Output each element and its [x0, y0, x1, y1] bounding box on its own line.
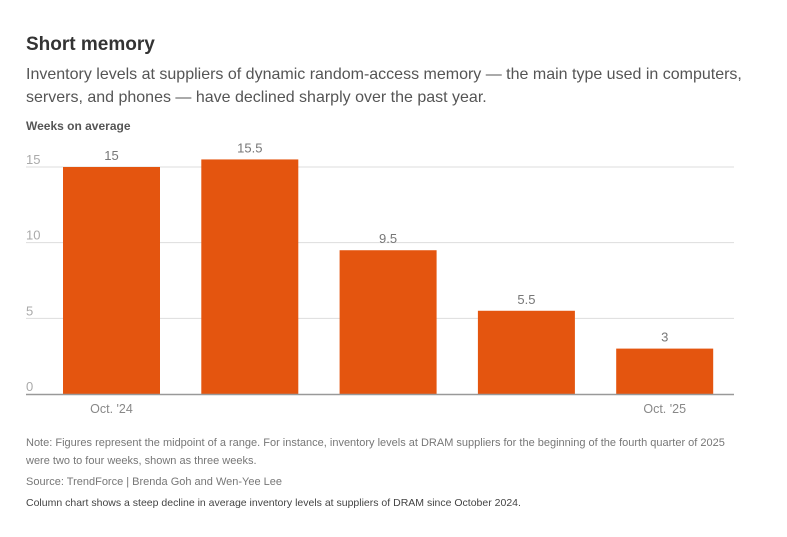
data-label: 3	[661, 330, 668, 345]
data-label: 5.5	[517, 292, 535, 307]
y-tick-label: 10	[26, 228, 40, 243]
chart-subtitle: Inventory levels at suppliers of dynamic…	[26, 66, 742, 106]
bar	[616, 348, 714, 394]
data-label: 15	[104, 148, 118, 163]
y-tick-label: 0	[26, 379, 33, 394]
bar	[201, 159, 299, 394]
chart-title: Short memory	[26, 34, 155, 55]
x-tick-label: Oct. '24	[90, 402, 133, 416]
bar	[63, 167, 160, 394]
y-axis-label: Weeks on average	[26, 119, 131, 133]
x-tick-label: Oct. '25	[643, 402, 686, 416]
data-label: 9.5	[379, 231, 397, 246]
bar	[477, 310, 575, 394]
chart-alt-text: Column chart shows a steep decline in av…	[26, 497, 521, 509]
chart-note: Note: Figures represent the midpoint of …	[26, 437, 725, 467]
bar	[339, 250, 437, 394]
data-label: 15.5	[237, 140, 262, 155]
y-tick-label: 15	[26, 152, 40, 167]
y-tick-label: 5	[26, 303, 33, 318]
chart-source: Source: TrendForce | Brenda Goh and Wen-…	[26, 476, 283, 488]
